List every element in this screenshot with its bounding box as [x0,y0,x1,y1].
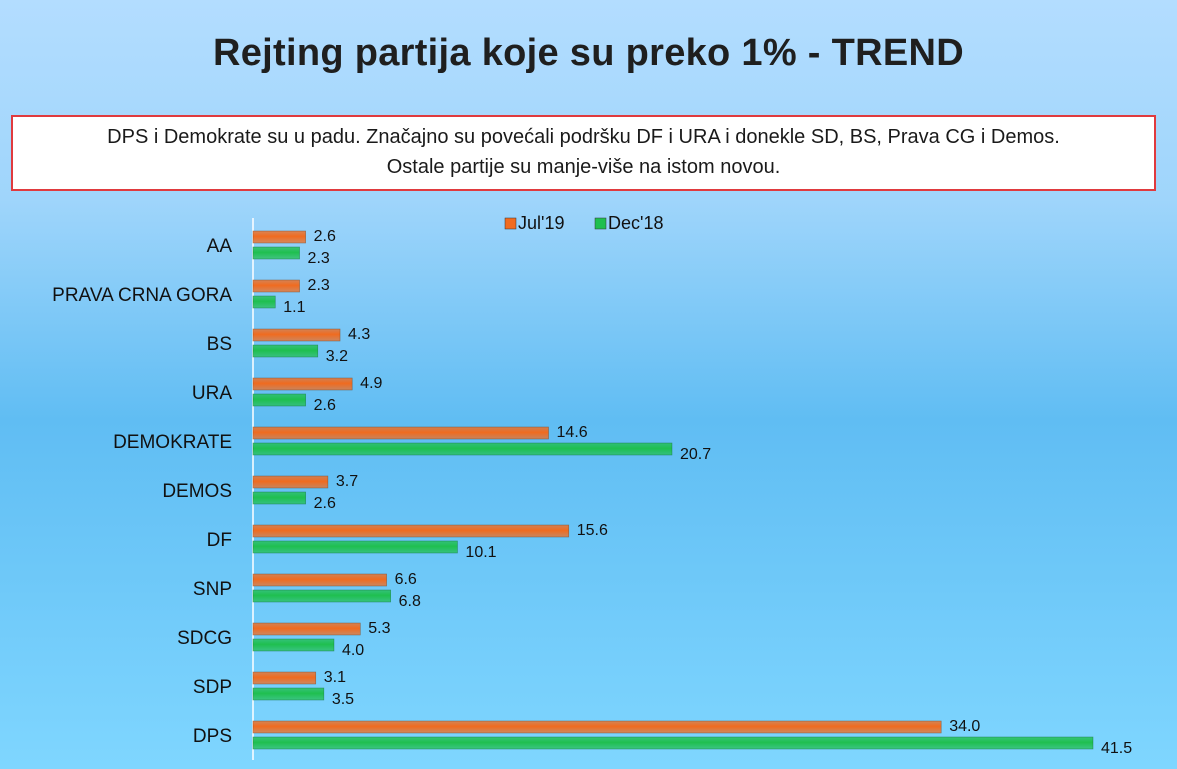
bar-jul19-df [252,524,570,538]
legend-swatch-dec18 [594,217,607,230]
data-label-dec18-dps: 41.5 [1101,740,1132,757]
bar-dec18-snp [252,589,391,603]
category-label-demos: DEMOS [162,481,232,502]
bar-jul19-bs [252,328,341,342]
summary-note-line-1: DPS i Demokrate su u padu. Značajno su p… [107,126,1060,148]
category-label-df: DF [207,530,232,551]
bar-dec18-demos [252,491,306,505]
data-label-jul19-demokrate: 14.6 [557,424,588,441]
data-label-dec18-snp: 6.8 [399,593,421,610]
bar-dec18-prava-crna-gora [252,295,276,309]
data-label-jul19-sdp: 3.1 [324,669,346,686]
bar-jul19-aa [252,230,306,244]
bar-dec18-df [252,540,458,554]
data-label-dec18-sdp: 3.5 [332,691,354,708]
category-label-snp: SNP [193,579,232,600]
data-label-dec18-prava-crna-gora: 1.1 [283,299,305,316]
category-label-aa: AA [207,236,233,257]
bar-jul19-prava-crna-gora [252,279,300,293]
bar-dec18-dps [252,736,1094,750]
data-label-jul19-bs: 4.3 [348,326,370,343]
data-label-jul19-aa: 2.6 [314,228,336,245]
bar-dec18-demokrate [252,442,673,456]
data-label-dec18-bs: 3.2 [326,348,348,365]
category-label-sdcg: SDCG [177,628,232,649]
data-label-dec18-ura: 2.6 [314,397,336,414]
bar-jul19-snp [252,573,387,587]
category-label-sdp: SDP [193,677,232,698]
legend-label-jul19: Jul'19 [518,213,564,233]
category-label-dps: DPS [193,726,232,747]
category-label-prava-crna-gora: PRAVA CRNA GORA [52,285,232,306]
data-label-dec18-demokrate: 20.7 [680,446,711,463]
summary-note: DPS i Demokrate su u padu. Značajno su p… [11,115,1156,191]
data-label-dec18-demos: 2.6 [314,495,336,512]
bar-jul19-ura [252,377,353,391]
legend-swatch-jul19 [504,217,517,230]
bar-jul19-sdp [252,671,317,685]
bar-jul19-demokrate [252,426,549,440]
bar-dec18-sdcg [252,638,335,652]
data-label-jul19-demos: 3.7 [336,473,358,490]
category-label-demokrate: DEMOKRATE [113,432,232,453]
bar-dec18-bs [252,344,319,358]
data-label-jul19-prava-crna-gora: 2.3 [308,277,330,294]
data-label-jul19-snp: 6.6 [395,571,417,588]
category-label-bs: BS [207,334,232,355]
data-label-jul19-df: 15.6 [577,522,608,539]
data-label-jul19-dps: 34.0 [949,718,980,735]
summary-note-line-2: Ostale partije su manje-više na istom no… [386,156,781,178]
bar-dec18-sdp [252,687,325,701]
legend-label-dec18: Dec'18 [608,213,663,233]
chart-legend: Jul'19 Dec'18 [504,213,663,233]
bar-dec18-ura [252,393,306,407]
category-label-ura: URA [192,383,232,404]
bar-dec18-aa [252,246,300,260]
data-label-dec18-df: 10.1 [465,544,496,561]
data-label-dec18-sdcg: 4.0 [342,642,364,659]
bar-jul19-dps [252,720,942,734]
bar-jul19-demos [252,475,329,489]
bar-jul19-sdcg [252,622,361,636]
page-title: Rejting partija koje su preko 1% - TREND [212,32,965,74]
data-label-jul19-ura: 4.9 [360,375,382,392]
data-label-jul19-sdcg: 5.3 [368,620,390,637]
data-label-dec18-aa: 2.3 [308,250,330,267]
